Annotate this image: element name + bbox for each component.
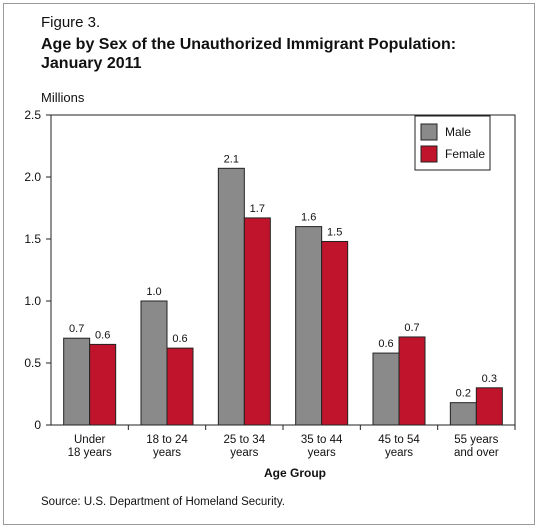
bar-female — [166, 347, 194, 426]
x-axis-title: Age Group — [264, 466, 326, 480]
x-tick-label: 55 years — [454, 434, 498, 446]
y-tick-label: 1.0 — [24, 294, 41, 308]
x-tick-label: 35 to 44 — [301, 434, 343, 446]
x-tick-label: 18 to 24 — [146, 434, 188, 446]
bar-male — [295, 226, 323, 426]
y-axis-units-label: Millions — [41, 90, 85, 105]
bar-male — [217, 167, 245, 426]
figure-frame: Figure 3. Age by Sex of the Unauthorized… — [3, 3, 535, 525]
x-tick-label: years — [230, 447, 258, 459]
chart-title-line-1: Age by Sex of the Unauthorized Immigrant… — [41, 36, 457, 53]
bar-value-label: 1.7 — [250, 203, 265, 215]
x-tick-label: years — [153, 447, 181, 459]
bar-value-label: 0.7 — [404, 322, 419, 334]
x-tick-label: Under — [74, 434, 105, 446]
y-tick-label: 0 — [34, 418, 41, 432]
chart-title-line-2: January 2011 — [41, 55, 142, 72]
x-tick-label: and over — [454, 447, 499, 459]
bar-value-label: 1.6 — [301, 212, 316, 224]
bar-value-label: 1.0 — [146, 286, 161, 298]
bar-female — [321, 240, 349, 426]
y-tick-label: 0.5 — [24, 356, 41, 370]
source-note: Source: U.S. Department of Homeland Secu… — [41, 496, 285, 508]
legend-swatch-female — [420, 145, 438, 163]
bar-value-label: 0.3 — [482, 373, 497, 385]
x-tick-label: 45 to 54 — [378, 434, 420, 446]
bar-female — [398, 336, 426, 426]
bar-female — [89, 343, 117, 426]
bar-value-label: 0.6 — [378, 338, 393, 350]
bar-female — [475, 387, 503, 426]
bar-value-label: 0.6 — [172, 333, 187, 345]
bar-value-label: 0.7 — [69, 323, 84, 335]
legend-swatch-male — [420, 123, 438, 141]
legend-label-female: Female — [445, 147, 485, 161]
y-tick-label: 1.5 — [24, 232, 41, 246]
x-tick-label: 18 years — [68, 447, 112, 459]
x-tick-label: 25 to 34 — [224, 434, 266, 446]
bar-value-label: 2.1 — [224, 153, 239, 165]
figure-label: Figure 3. — [41, 14, 101, 31]
bar-male — [140, 300, 168, 426]
bar-value-label: 1.5 — [327, 226, 342, 238]
chart-title: Age by Sex of the Unauthorized Immigrant… — [41, 35, 511, 73]
x-tick-label: years — [308, 447, 336, 459]
bar-male — [63, 337, 91, 426]
x-tick-label: years — [385, 447, 413, 459]
y-tick-label: 2.0 — [24, 170, 41, 184]
legend-label-male: Male — [445, 125, 471, 139]
bar-male — [449, 402, 477, 426]
y-tick-label: 2.5 — [24, 108, 41, 122]
bar-male — [372, 352, 400, 426]
bar-female — [243, 217, 271, 426]
bar-value-label: 0.6 — [95, 329, 110, 341]
bar-value-label: 0.2 — [456, 388, 471, 400]
